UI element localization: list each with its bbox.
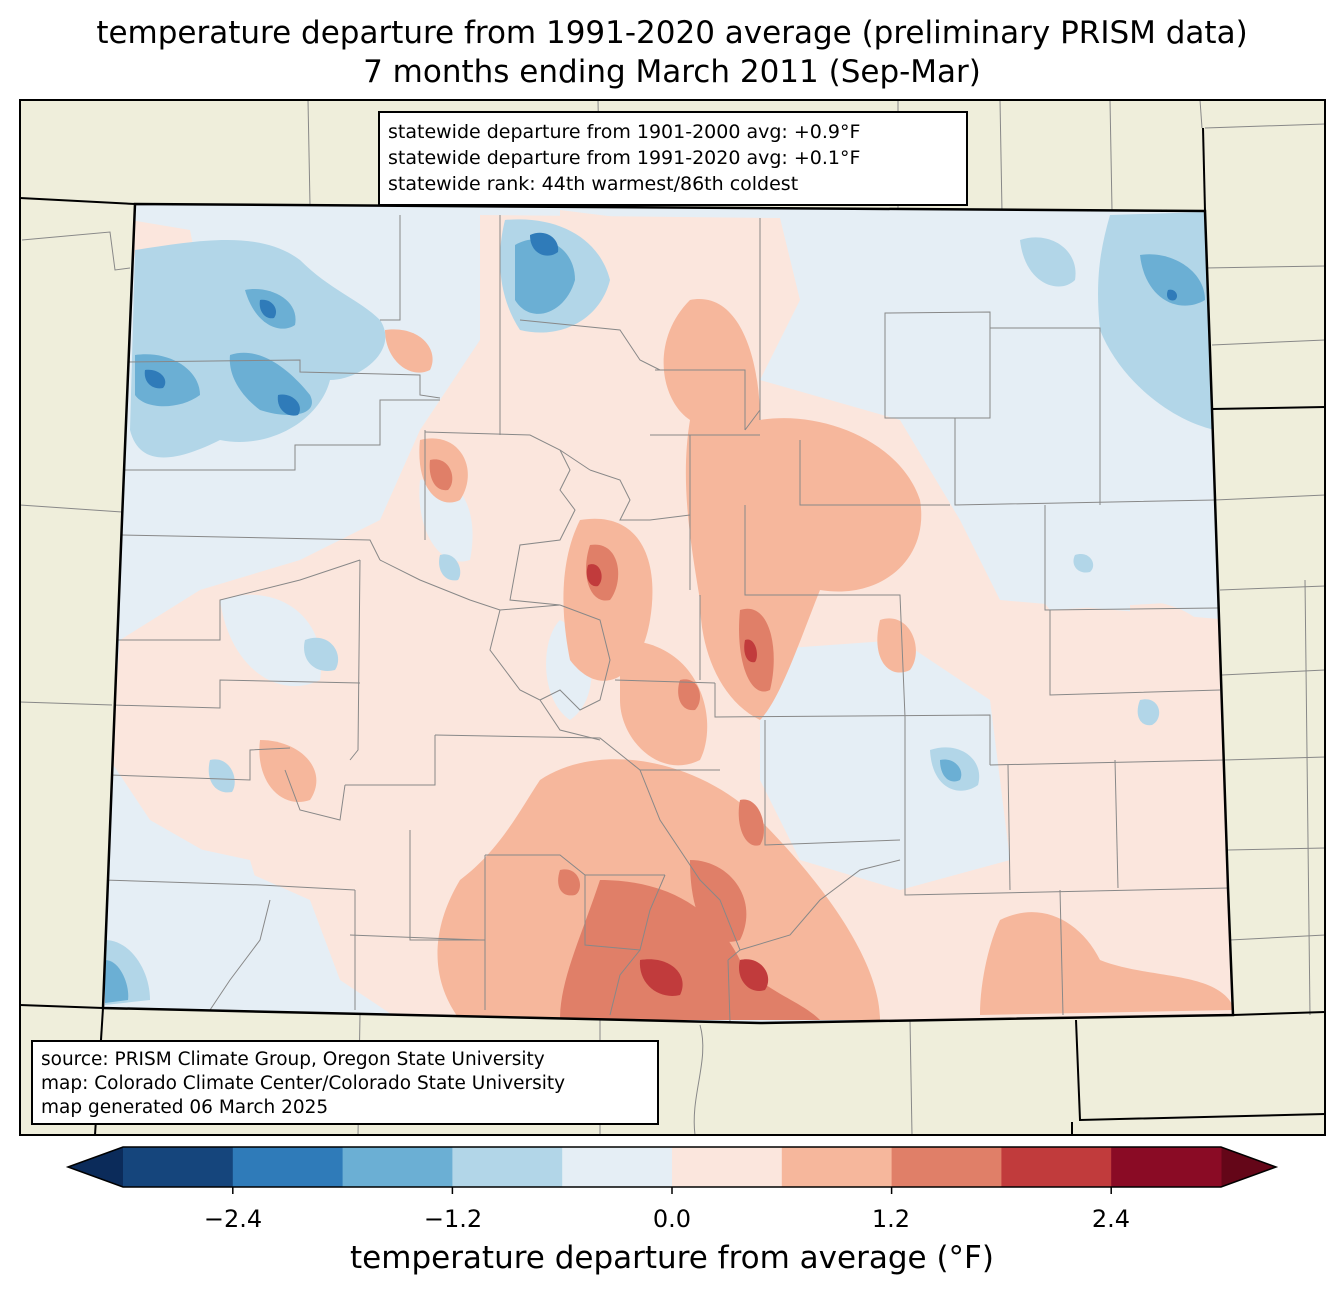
- colorbar-segment: [452, 1147, 563, 1187]
- colorbar-tick-label: 1.2: [871, 1205, 911, 1233]
- colorbar-tick-label: −2.4: [203, 1205, 263, 1233]
- colorbar-tick-label: −1.2: [423, 1205, 483, 1233]
- stats-line-3: statewide rank: 44th warmest/86th coldes…: [388, 173, 799, 195]
- colorbar-tick-label: 2.4: [1091, 1205, 1131, 1233]
- stats-line-2: statewide departure from 1991-2020 avg: …: [388, 147, 861, 169]
- colorbar-segment: [562, 1147, 673, 1187]
- credits-line-2: map: Colorado Climate Center/Colorado St…: [41, 1073, 566, 1094]
- colorbar: [65, 1146, 1279, 1194]
- credits-line-1: source: PRISM Climate Group, Oregon Stat…: [41, 1049, 545, 1070]
- colorbar-over-arrow: [1221, 1147, 1276, 1187]
- map-border: [19, 99, 1326, 1136]
- temperature-departure-field: [103, 204, 1233, 1023]
- colorbar-segment: [1001, 1147, 1112, 1187]
- colorbar-segment: [342, 1147, 453, 1187]
- credits-line-3: map generated 06 March 2025: [41, 1097, 329, 1118]
- colorbar-label: temperature departure from average (°F): [350, 1240, 994, 1276]
- colorbar-segment: [672, 1147, 783, 1187]
- map-title: temperature departure from 1991-2020 ave…: [96, 15, 1248, 51]
- credits-box: source: PRISM Climate Group, Oregon Stat…: [31, 1040, 659, 1125]
- colorbar-segment: [891, 1147, 1002, 1187]
- colorbar-segment: [1111, 1147, 1222, 1187]
- statewide-stats-box: statewide departure from 1901-2000 avg: …: [378, 111, 968, 206]
- colorbar-segment: [781, 1147, 893, 1187]
- map-subtitle: 7 months ending March 2011 (Sep-Mar): [363, 54, 981, 90]
- colorbar-segment: [123, 1147, 234, 1187]
- colorbar-under-arrow: [68, 1147, 123, 1187]
- colorbar-segment: [232, 1147, 344, 1187]
- stats-line-1: statewide departure from 1901-2000 avg: …: [388, 121, 861, 143]
- colorbar-tick-label: 0.0: [652, 1205, 692, 1233]
- county-lines: [104, 215, 1231, 1023]
- neighbor-state-boundaries: [19, 127, 1326, 1136]
